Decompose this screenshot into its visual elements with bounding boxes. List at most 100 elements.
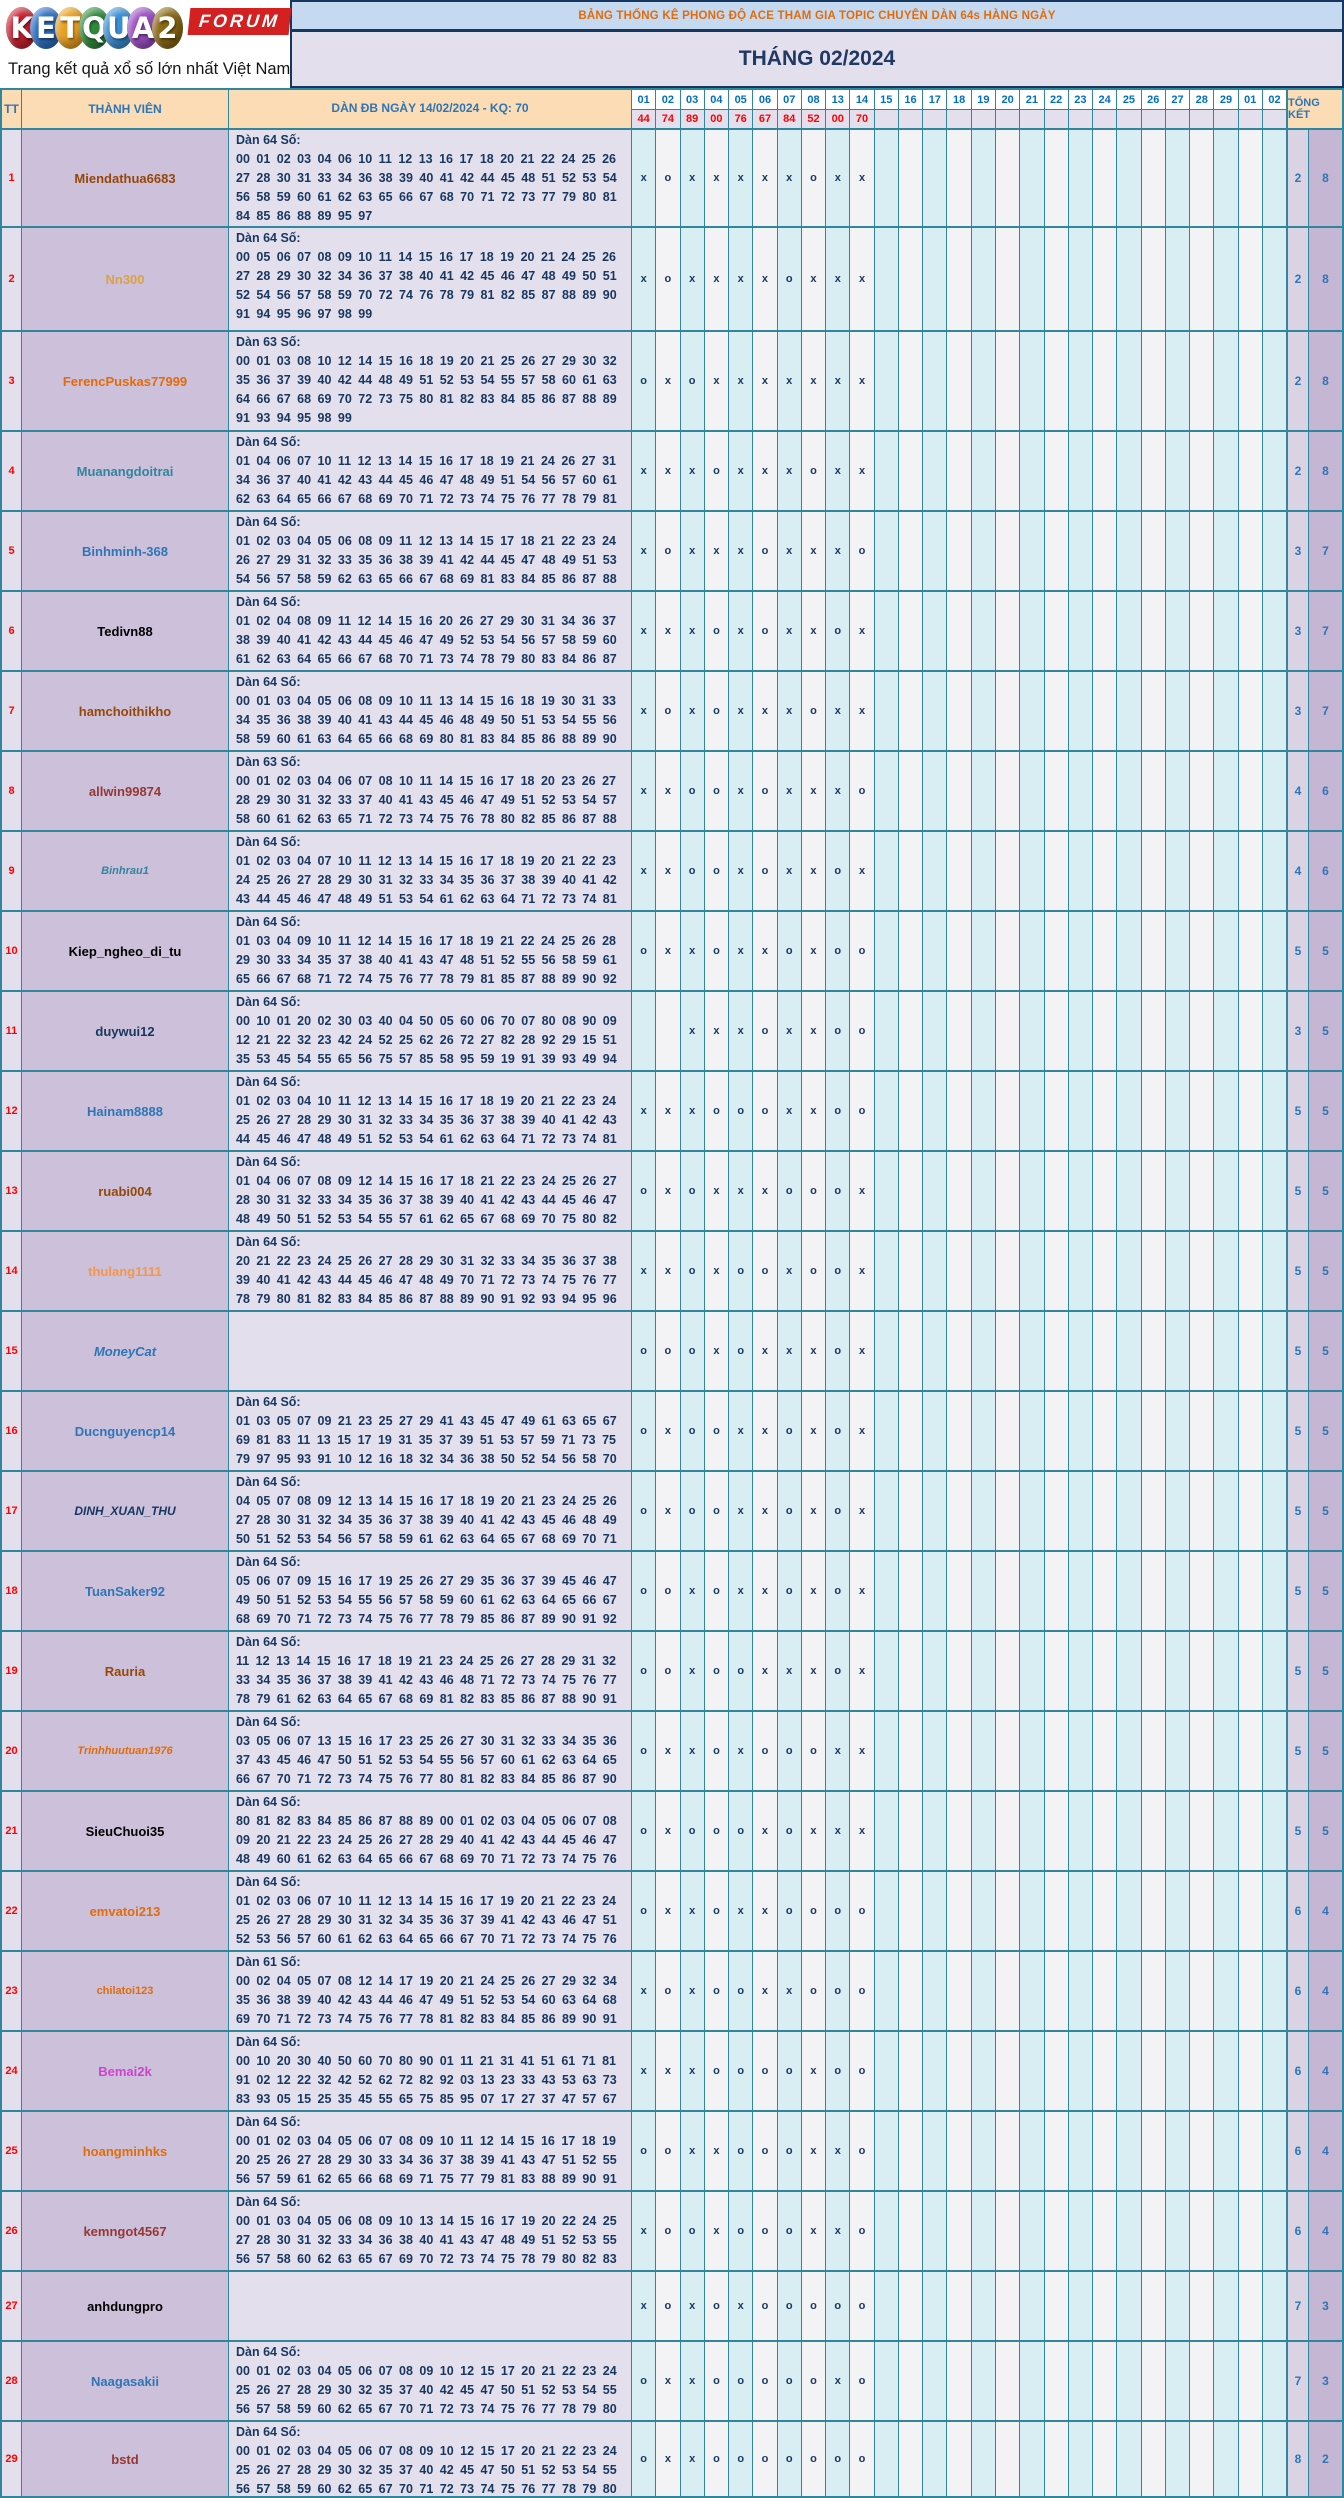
- member-name[interactable]: bstd: [22, 2422, 229, 2496]
- day-mark-cell: [874, 2272, 899, 2340]
- day-mark-cell: o: [753, 1072, 778, 1150]
- day-mark-cell: o: [826, 1152, 851, 1230]
- dan-numbers: 01 02 04 08 09 11 12 14 15 16 20 26 27 2…: [236, 614, 617, 666]
- day-mark-cell: [1093, 1472, 1118, 1550]
- logo[interactable]: K E T Q U A 2 FORUM Trang kết quả xổ số lớn nhấ…: [0, 0, 292, 88]
- member-name[interactable]: ruabi004: [22, 1152, 229, 1230]
- member-name[interactable]: Hainam8888: [22, 1072, 229, 1150]
- member-name[interactable]: allwin99874: [22, 752, 229, 830]
- day-mark-cell: [1044, 2192, 1069, 2270]
- total-loss-cell: 3: [1309, 2342, 1342, 2420]
- day-mark-cell: x: [801, 1312, 827, 1390]
- day-number-header: 26: [1141, 90, 1165, 110]
- day-mark-cell: o: [777, 912, 802, 990]
- day-mark-cell: x: [850, 432, 875, 510]
- day-mark-cell: x: [753, 672, 778, 750]
- day-mark-cell: x: [801, 1072, 827, 1150]
- day-mark-cell: [1238, 832, 1263, 910]
- day-mark-cell: x: [680, 1952, 705, 2030]
- member-name[interactable]: thulang1111: [22, 1232, 229, 1310]
- day-mark-cell: [1262, 1952, 1289, 2030]
- dan-cell: Dàn 64 Số: 00 10 01 20 02 30 03 40 04 50 …: [229, 992, 632, 1070]
- day-mark-cell: [1141, 752, 1166, 830]
- member-name[interactable]: emvatoi213: [22, 1872, 229, 1950]
- day-mark-cell: [1165, 752, 1191, 830]
- member-name[interactable]: Tedivn88: [22, 592, 229, 670]
- day-mark-cell: x: [680, 2032, 705, 2110]
- member-name[interactable]: Binhminh-368: [22, 512, 229, 590]
- member-name[interactable]: Trinhhuutuan1976: [22, 1712, 229, 1790]
- member-row: 18 TuanSaker92 Dàn 64 Số: 05 06 07 09 15 16…: [2, 1552, 1342, 1632]
- member-name[interactable]: SieuChuoi35: [22, 1792, 229, 1870]
- day-mark-cell: x: [850, 1632, 875, 1710]
- day-mark-cell: [1214, 1632, 1239, 1710]
- member-name[interactable]: DINH_XUAN_THU: [22, 1472, 229, 1550]
- day-mark-cell: x: [729, 1712, 754, 1790]
- member-name[interactable]: Bemai2k: [22, 2032, 229, 2110]
- dan-label: Dàn 64 Số:: [236, 435, 301, 449]
- total-loss-cell: 5: [1309, 1552, 1342, 1630]
- day-mark-cell: [1093, 228, 1118, 330]
- day-mark-cell: [1238, 2032, 1263, 2110]
- day-result-value: [1044, 110, 1068, 128]
- member-name[interactable]: hoangminhks: [22, 2112, 229, 2190]
- dan-numbers: 00 01 03 04 05 06 08 09 10 13 14 15 16 1…: [236, 2214, 617, 2266]
- member-name[interactable]: chilatoi123: [22, 1952, 229, 2030]
- day-column: 20: [995, 90, 1021, 128]
- rank-cell: 22: [2, 1872, 22, 1950]
- day-mark-cell: [1238, 1632, 1263, 1710]
- day-mark-cell: o: [801, 432, 827, 510]
- member-name[interactable]: Kiep_ngheo_di_tu: [22, 912, 229, 990]
- member-name[interactable]: Binhrau1: [22, 832, 229, 910]
- day-mark-cell: o: [632, 1312, 657, 1390]
- member-name[interactable]: TuanSaker92: [22, 1552, 229, 1630]
- day-mark-cell: [923, 1072, 948, 1150]
- member-name[interactable]: Nn300: [22, 228, 229, 330]
- day-mark-cell: [1044, 1712, 1069, 1790]
- member-name[interactable]: duywui12: [22, 992, 229, 1070]
- logo-balls: K E T Q U A 2 FORUM: [6, 2, 292, 54]
- day-mark-cell: [1093, 1952, 1118, 2030]
- member-name[interactable]: Miendathua6683: [22, 130, 229, 226]
- day-mark-cell: [1020, 432, 1045, 510]
- day-mark-cell: o: [826, 2422, 851, 2496]
- dan-numbers: 01 02 03 04 07 10 11 12 13 14 15 16 17 1…: [236, 854, 617, 906]
- member-row: 15 MoneyCat o o o x o x x x o x 5 5: [2, 1312, 1342, 1392]
- day-mark-cell: [1020, 1952, 1045, 2030]
- day-mark-cell: x: [656, 1152, 681, 1230]
- day-mark-cell: x: [729, 992, 754, 1070]
- dan-cell: Dàn 64 Số: 01 02 03 04 10 11 12 13 14 15 …: [229, 1072, 632, 1150]
- day-mark-cell: o: [656, 2272, 681, 2340]
- day-column: 01 44: [632, 90, 657, 128]
- day-result-value: [995, 110, 1020, 128]
- total-win-cell: 5: [1288, 1472, 1309, 1550]
- dan-cell: Dàn 64 Số: 04 05 07 08 09 12 13 14 15 16 …: [229, 1472, 632, 1550]
- day-mark-cell: [1068, 1312, 1094, 1390]
- day-number-header: 02: [1262, 90, 1287, 110]
- total-win-cell: 2: [1288, 332, 1309, 430]
- day-mark-cell: [898, 1792, 924, 1870]
- member-name[interactable]: FerencPuskas77999: [22, 332, 229, 430]
- day-mark-cell: [1190, 1952, 1215, 2030]
- day-mark-cell: [898, 2342, 924, 2420]
- member-name[interactable]: Ducnguyencp14: [22, 1392, 229, 1470]
- member-name[interactable]: anhdungpro: [22, 2272, 229, 2340]
- day-mark-cell: o: [777, 2342, 802, 2420]
- member-name[interactable]: MoneyCat: [22, 1312, 229, 1390]
- total-win-cell: 5: [1288, 1232, 1309, 1310]
- member-name[interactable]: Naagasakii: [22, 2342, 229, 2420]
- dan-numbers: 00 02 04 05 07 08 12 14 17 19 20 21 24 2…: [236, 1974, 617, 2026]
- day-mark-cell: [1117, 1952, 1142, 2030]
- day-mark-cell: [1262, 2272, 1289, 2340]
- dan-label: Dàn 64 Số:: [236, 2425, 301, 2439]
- day-mark-cell: [1044, 2032, 1069, 2110]
- day-mark-cell: [1068, 672, 1094, 750]
- rank-cell: 19: [2, 1632, 22, 1710]
- member-name[interactable]: hamchoithikho: [22, 672, 229, 750]
- member-name[interactable]: Rauria: [22, 1632, 229, 1710]
- member-name[interactable]: Muanangdoitrai: [22, 432, 229, 510]
- day-mark-cell: x: [777, 1952, 802, 2030]
- dan-numbers: 05 06 07 09 15 16 17 19 25 26 27 29 35 3…: [236, 1574, 617, 1626]
- member-name[interactable]: kemngot4567: [22, 2192, 229, 2270]
